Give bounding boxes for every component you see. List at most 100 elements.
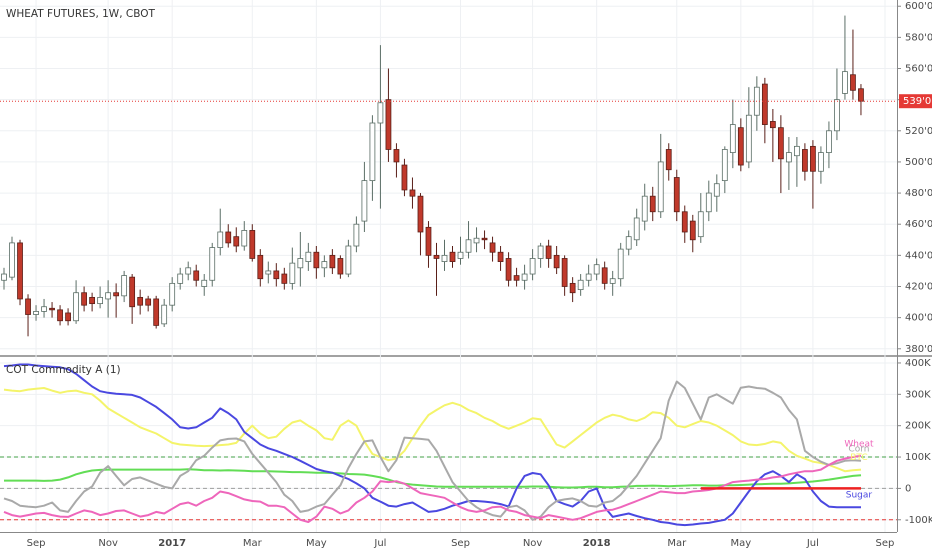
candle-body — [601, 267, 608, 284]
candle-body — [745, 114, 752, 163]
y-tick-label: 380'0 — [905, 344, 932, 355]
candle-body — [697, 211, 704, 238]
candle-body — [657, 161, 664, 213]
candle-body — [345, 245, 352, 275]
candle-body — [545, 245, 552, 259]
x-tick-label: Jul — [373, 538, 386, 549]
candle-body — [577, 279, 584, 291]
candle-body — [681, 211, 688, 233]
x-tick-label: Sep — [451, 538, 470, 549]
candle-body — [505, 258, 512, 281]
candle-body — [497, 251, 504, 262]
candle-body — [417, 195, 424, 233]
candle-body — [737, 127, 744, 166]
candle-body — [193, 270, 200, 281]
candle-body — [761, 83, 768, 125]
candle-body — [713, 183, 720, 197]
series-label: Sugar — [846, 491, 873, 501]
candle-body — [689, 220, 696, 241]
candle-body — [137, 296, 144, 306]
candle-body — [818, 152, 824, 172]
y-tick-label: 600'0 — [905, 1, 932, 12]
candle-body — [49, 307, 55, 311]
candle-body — [145, 298, 152, 306]
y-tick-label: 100K — [905, 452, 931, 463]
series-label: BTC — [850, 453, 867, 463]
candle-body — [521, 273, 528, 281]
candle-body — [625, 236, 632, 250]
candle-body — [361, 180, 368, 222]
x-tick-label: May — [306, 538, 327, 549]
candle-body — [553, 254, 560, 269]
candle-body — [385, 99, 392, 150]
x-tick-label: 2017 — [158, 538, 186, 549]
candle-body — [641, 195, 648, 222]
candle-body — [169, 282, 176, 306]
x-tick-label: Mar — [667, 538, 687, 549]
marks — [0, 15, 897, 527]
candle-body — [1, 273, 7, 281]
x-tick-label: Nov — [523, 538, 543, 549]
candle-body — [305, 251, 312, 262]
x-tick-label: Jul — [806, 538, 819, 549]
candle-body — [850, 74, 856, 91]
candle-body — [489, 242, 496, 253]
y-tick-label: 440'0 — [905, 250, 932, 261]
candle-body — [113, 292, 120, 297]
candle-body — [409, 189, 416, 197]
indicator-line — [3, 380, 862, 521]
candle-body — [529, 258, 536, 275]
candle-body — [297, 258, 304, 269]
candle-body — [81, 292, 87, 306]
y-tick-label: 300K — [905, 389, 931, 400]
candle-body — [65, 312, 71, 322]
candle-body — [537, 245, 544, 259]
candle-body — [705, 192, 712, 213]
candle-body — [649, 195, 656, 213]
candle-body — [569, 282, 576, 294]
y-tick-label: 520'0 — [905, 126, 932, 137]
y-tick-label: -100K — [905, 515, 932, 526]
chart-title: WHEAT FUTURES, 1W, CBOT — [6, 8, 155, 20]
candle-body — [57, 309, 63, 322]
candle-body — [129, 276, 136, 308]
candle-body — [265, 270, 272, 275]
candle-body — [25, 298, 31, 315]
candle-body — [249, 230, 256, 259]
labels: WHEAT FUTURES, 1W, CBOT COT Commodity A … — [6, 1, 932, 549]
candle-body — [321, 261, 328, 269]
candle-body — [777, 127, 784, 160]
x-tick-label: 2018 — [583, 538, 611, 549]
x-tick-label: Sep — [876, 538, 895, 549]
candle-body — [673, 177, 680, 213]
candle-body — [33, 311, 39, 315]
candle-body — [257, 254, 264, 280]
y-tick-label: 480'0 — [905, 188, 932, 199]
candle-body — [393, 149, 400, 163]
candle-body — [665, 149, 672, 171]
candle-body — [513, 275, 520, 281]
candle-body — [377, 102, 384, 124]
candle-body — [313, 251, 320, 269]
indicator-line — [3, 363, 861, 527]
candle-body — [433, 254, 440, 259]
indicator-title: COT Commodity A (1) — [6, 364, 121, 376]
candle-body — [201, 279, 208, 287]
candle-body — [273, 270, 280, 280]
candle-body — [794, 145, 800, 157]
indicator-line — [3, 387, 862, 473]
candle-body — [281, 273, 288, 284]
candle-body — [185, 267, 192, 275]
candle-body — [401, 164, 408, 191]
candle-body — [177, 273, 184, 284]
x-tick-label: Mar — [243, 538, 263, 549]
candle-body — [834, 99, 840, 132]
candle-body — [41, 306, 47, 312]
candle-body — [289, 262, 296, 284]
candle-body — [369, 122, 376, 182]
y-tick-label: 400'0 — [905, 313, 932, 324]
y-tick-label: 0 — [905, 483, 911, 494]
candle-body — [769, 121, 776, 129]
